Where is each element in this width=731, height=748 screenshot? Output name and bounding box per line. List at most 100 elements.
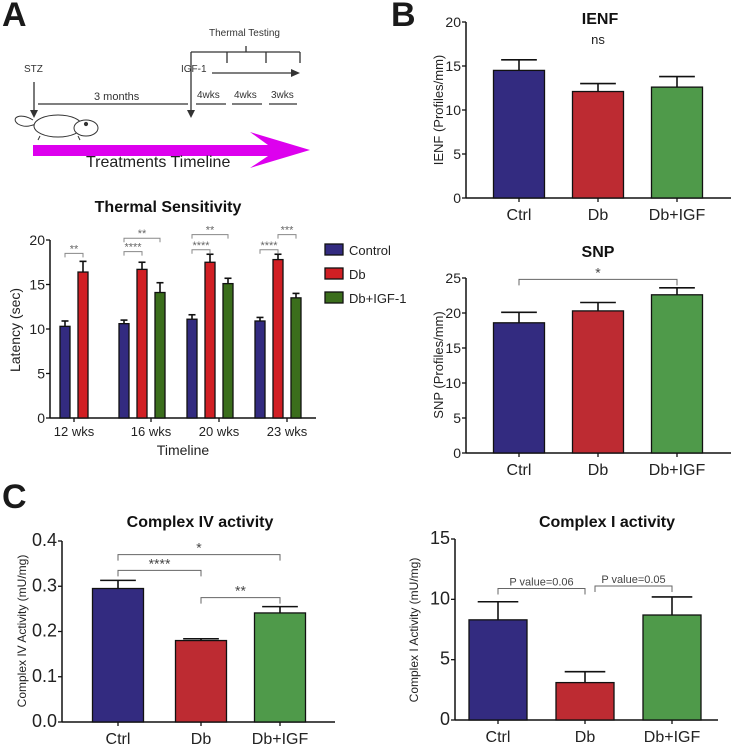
x-tick-label: 12 wks xyxy=(54,424,95,439)
x-tick-label: Ctrl xyxy=(507,462,532,479)
y-tick-label: 0.4 xyxy=(32,530,57,550)
y-tick-label: 10 xyxy=(430,588,450,608)
significance-bracket xyxy=(497,587,586,595)
bar-db xyxy=(136,268,148,419)
y-tick-label: 15 xyxy=(29,277,45,293)
y-tick-label: 0 xyxy=(453,445,461,461)
legend-label: Control xyxy=(349,243,391,258)
y-tick-label: 5 xyxy=(37,366,45,382)
stz-label: STZ xyxy=(24,64,43,75)
significance-bracket xyxy=(518,278,678,286)
legend-swatch xyxy=(324,291,344,304)
x-tick-label: Db xyxy=(191,731,212,748)
legend-swatch xyxy=(324,267,344,280)
panel-label-c: C xyxy=(2,478,27,516)
treatments-timeline-label: Treatments Timeline xyxy=(86,154,231,171)
bar-control xyxy=(118,323,130,419)
y-tick-label: 15 xyxy=(430,528,450,548)
bar-control xyxy=(186,318,198,419)
y-tick-label: 10 xyxy=(445,375,461,391)
y-tick-label: 5 xyxy=(453,146,461,162)
x-tick-label: Ctrl xyxy=(106,731,131,748)
x-tick-label: Ctrl xyxy=(507,207,532,224)
y-tick-label: 15 xyxy=(445,58,461,74)
bar-db-igf-1 xyxy=(154,291,166,419)
bar-control xyxy=(254,320,266,419)
significance-bracket xyxy=(123,237,161,243)
y-tick-label: 5 xyxy=(440,649,450,669)
bar-db-igf xyxy=(253,612,307,723)
significance-bracket xyxy=(191,234,229,239)
bar-db-igf-1 xyxy=(222,282,234,419)
bar-db-igf-1 xyxy=(290,297,302,419)
bar-db xyxy=(204,261,216,419)
y-tick-label: 0.2 xyxy=(32,621,57,641)
annotation-label: ns xyxy=(591,32,605,47)
y-tick-label: 10 xyxy=(445,102,461,118)
chart-title: Thermal Sensitivity xyxy=(95,199,242,216)
y-tick-label: 25 xyxy=(445,270,461,286)
interval-label: 4wks xyxy=(234,90,257,101)
significance-label: ** xyxy=(235,583,246,599)
x-tick-label: Db+IGF xyxy=(644,729,701,746)
bar-db xyxy=(272,258,284,419)
significance-bracket xyxy=(594,585,673,593)
y-tick-label: 0 xyxy=(37,410,45,426)
bar-db xyxy=(77,271,89,419)
legend-label: Db+IGF-1 xyxy=(349,291,406,306)
bar-db-igf xyxy=(650,294,704,454)
x-tick-label: Db+IGF xyxy=(649,462,706,479)
bar-ctrl xyxy=(492,322,546,454)
interval-label: 4wks xyxy=(197,90,220,101)
x-tick-label: 23 wks xyxy=(267,424,308,439)
significance-label: ** xyxy=(138,228,147,240)
thermal-testing-label: Thermal Testing xyxy=(209,28,280,39)
bar-db xyxy=(555,681,615,721)
significance-label: ** xyxy=(70,243,79,255)
y-tick-label: 20 xyxy=(445,14,461,30)
significance-label: * xyxy=(595,264,601,280)
y-tick-label: 0 xyxy=(440,709,450,729)
y-tick-label: 0.1 xyxy=(32,666,57,686)
chart-title: Complex I activity xyxy=(539,514,675,531)
y-axis-label: IENF (Profiles/mm) xyxy=(431,55,446,166)
chart-title: SNP xyxy=(582,244,615,261)
significance-label: P value=0.06 xyxy=(509,576,573,588)
igf-label: IGF-1 xyxy=(181,64,207,75)
x-tick-label: Db+IGF xyxy=(649,207,706,224)
significance-bracket xyxy=(117,569,202,577)
x-tick-label: Ctrl xyxy=(486,729,511,746)
y-tick-label: 0.0 xyxy=(32,711,57,731)
significance-bracket xyxy=(191,249,211,254)
bar-ctrl xyxy=(468,619,528,721)
bar-ctrl xyxy=(91,587,145,723)
significance-label: P value=0.05 xyxy=(601,574,665,586)
y-axis-label: Latency (sec) xyxy=(7,288,23,372)
significance-label: **** xyxy=(260,240,278,252)
interval-label: 3wks xyxy=(271,90,294,101)
bar-ctrl xyxy=(492,69,546,199)
y-tick-label: 20 xyxy=(445,305,461,321)
significance-label: **** xyxy=(124,242,142,254)
significance-bracket xyxy=(64,252,84,258)
significance-bracket xyxy=(200,597,281,604)
chart-title: Complex IV activity xyxy=(127,514,274,531)
y-tick-label: 0 xyxy=(453,190,461,206)
y-axis-label: Complex IV Activity (mU/mg) xyxy=(15,555,29,708)
significance-label: **** xyxy=(192,240,210,252)
legend-swatch xyxy=(324,243,344,256)
bar-db xyxy=(571,90,625,199)
x-tick-label: 20 wks xyxy=(199,424,240,439)
y-axis-label: Complex I Activity (mU/mg) xyxy=(407,558,421,703)
y-axis-label: SNP (Profiles/mm) xyxy=(431,311,446,418)
bar-db xyxy=(174,639,228,723)
x-tick-label: Db xyxy=(588,462,609,479)
x-tick-label: Db xyxy=(575,729,596,746)
x-tick-label: Db xyxy=(588,207,609,224)
panel-label-a: A xyxy=(2,0,27,34)
three-months-label: 3 months xyxy=(94,91,140,103)
significance-bracket xyxy=(259,249,279,254)
significance-bracket xyxy=(123,251,143,256)
y-tick-label: 20 xyxy=(29,232,45,248)
